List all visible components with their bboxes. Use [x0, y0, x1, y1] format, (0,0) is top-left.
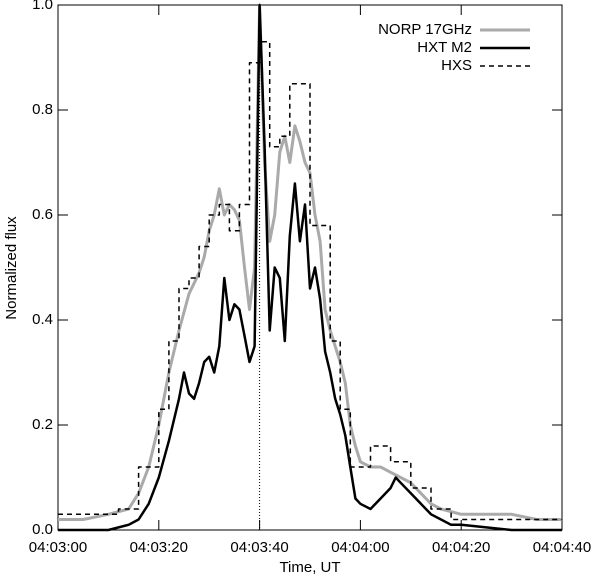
y-tick-label: 0.4 [32, 311, 53, 328]
y-tick-label: 0.8 [32, 101, 53, 118]
x-tick-label: 04:03:20 [130, 539, 188, 556]
x-tick-label: 04:04:20 [432, 539, 490, 556]
x-axis-label: Time, UT [279, 559, 340, 576]
y-axis-label: Normalized flux [3, 216, 20, 320]
x-tick-label: 04:04:00 [331, 539, 389, 556]
y-tick-label: 0.0 [32, 521, 53, 538]
series-line [58, 3, 562, 532]
series-line [58, 41, 562, 521]
y-tick-label: 1.0 [32, 0, 53, 13]
x-tick-label: 04:04:40 [533, 539, 591, 556]
y-tick-label: 0.2 [32, 416, 53, 433]
y-tick-label: 0.6 [32, 206, 53, 223]
series-line [58, 3, 562, 521]
x-tick-label: 04:03:00 [29, 539, 87, 556]
x-tick-label: 04:03:40 [230, 539, 288, 556]
legend-label: NORP 17GHz [378, 21, 472, 38]
legend-label: HXS [441, 57, 472, 74]
plot-frame [57, 4, 563, 531]
legend-label: HXT M2 [417, 39, 472, 56]
